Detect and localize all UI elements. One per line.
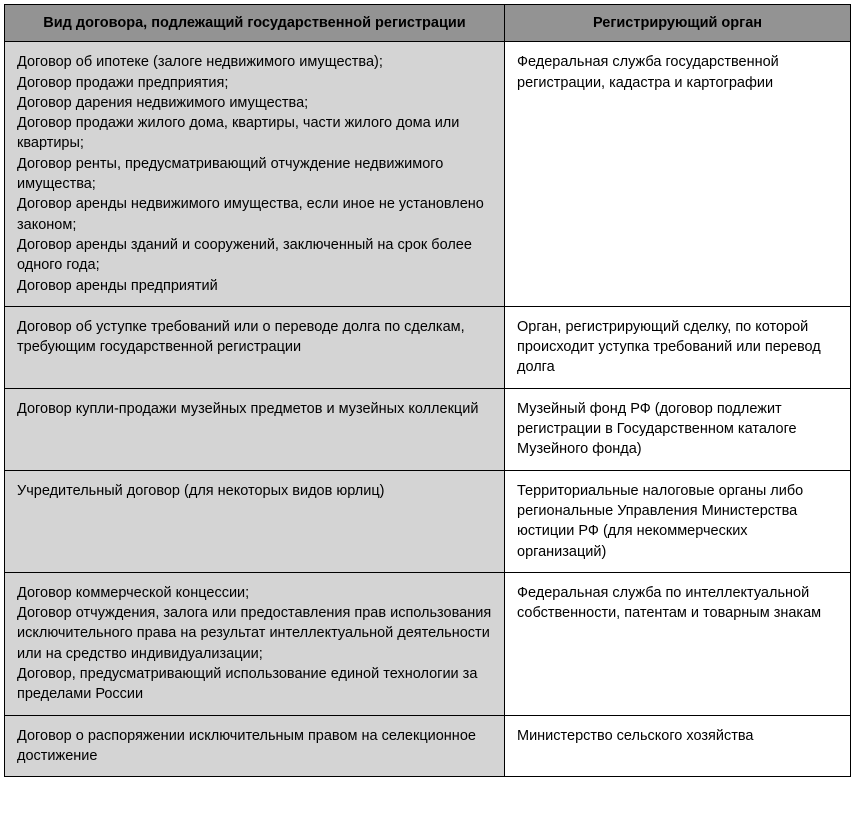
cell-contract-type: Договор об ипотеке (залоге недвижимого и… bbox=[5, 42, 505, 307]
cell-registering-body: Территориальные налоговые органы либо ре… bbox=[505, 470, 851, 572]
cell-registering-body: Федеральная служба государственной регис… bbox=[505, 42, 851, 307]
cell-contract-type: Договор о распоряжении исключительным пр… bbox=[5, 715, 505, 777]
table-row: Договор коммерческой концессии;Договор о… bbox=[5, 572, 851, 715]
cell-contract-type: Учредительный договор (для некоторых вид… bbox=[5, 470, 505, 572]
table-row: Учредительный договор (для некоторых вид… bbox=[5, 470, 851, 572]
cell-registering-body: Министерство сельского хозяйства bbox=[505, 715, 851, 777]
column-header-registering-body: Регистрирующий орган bbox=[505, 5, 851, 42]
table-row: Договор об уступке требований или о пере… bbox=[5, 306, 851, 388]
cell-contract-type: Договор купли-продажи музейных предметов… bbox=[5, 388, 505, 470]
column-header-contract-type: Вид договора, подлежащий государственной… bbox=[5, 5, 505, 42]
table-row: Договор об ипотеке (залоге недвижимого и… bbox=[5, 42, 851, 307]
cell-contract-type: Договор об уступке требований или о пере… bbox=[5, 306, 505, 388]
cell-registering-body: Музейный фонд РФ (договор подлежит регис… bbox=[505, 388, 851, 470]
cell-registering-body: Орган, регистрирующий сделку, по которой… bbox=[505, 306, 851, 388]
cell-registering-body: Федеральная служба по интеллектуальной с… bbox=[505, 572, 851, 715]
table-body: Договор об ипотеке (залоге недвижимого и… bbox=[5, 42, 851, 777]
table-header-row: Вид договора, подлежащий государственной… bbox=[5, 5, 851, 42]
table-row: Договор о распоряжении исключительным пр… bbox=[5, 715, 851, 777]
contracts-registration-table: Вид договора, подлежащий государственной… bbox=[4, 4, 851, 777]
table-row: Договор купли-продажи музейных предметов… bbox=[5, 388, 851, 470]
cell-contract-type: Договор коммерческой концессии;Договор о… bbox=[5, 572, 505, 715]
